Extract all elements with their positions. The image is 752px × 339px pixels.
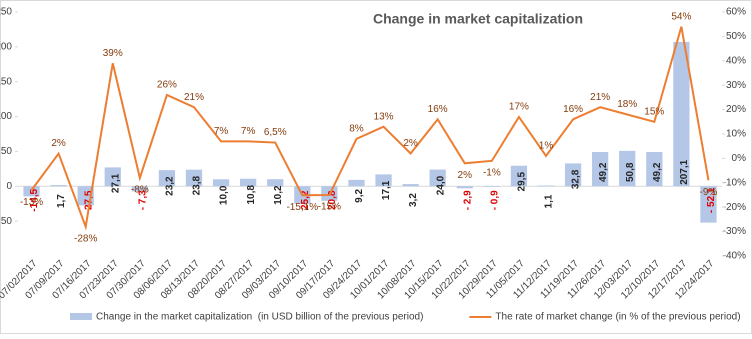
line-value-label: 54%: [671, 11, 691, 22]
line-value-label: 2%: [458, 170, 473, 181]
line-value-label: 8%: [349, 124, 364, 135]
legend-label: The rate of market change (in % of the p…: [495, 312, 740, 323]
bar-value-label: 10,2: [273, 185, 284, 205]
line-value-label: -1%: [483, 167, 501, 178]
y2-tick-label: -10%: [723, 177, 746, 188]
bar: [212, 179, 230, 187]
y2-tick-label: 20%: [726, 104, 746, 115]
line-value-label: -15,1%: [286, 202, 318, 213]
line-value-label: 39%: [103, 48, 123, 59]
bar-value-label: 1,1: [544, 194, 555, 208]
bar-value-label: 49,2: [598, 162, 609, 182]
bar: [240, 178, 257, 187]
bar: [510, 165, 528, 187]
bar-value-label: 207,1: [679, 159, 690, 184]
bar: [619, 150, 636, 187]
bar-value-label: 23,8: [192, 176, 203, 196]
bar: [50, 185, 67, 187]
line-value-label: 17%: [509, 102, 529, 113]
bar-value-label: 29,5: [517, 172, 528, 192]
y-tick-label: 0: [6, 181, 12, 192]
bar-value-label: 23,2: [165, 176, 176, 196]
line-value-label: 16%: [428, 104, 448, 115]
line-value-label: 13%: [374, 111, 394, 122]
y2-tick-label: 10%: [726, 129, 746, 140]
y-tick-label: 100: [0, 111, 12, 122]
bar-value-label: 24,0: [435, 175, 446, 195]
bar: [158, 170, 176, 187]
bar: [646, 151, 663, 187]
line-value-label: -15%: [318, 202, 341, 213]
bar: [348, 179, 365, 187]
bar: [402, 184, 419, 187]
line-value-label: 16%: [563, 104, 583, 115]
bar-value-label: - 52,1: [706, 187, 717, 213]
y2-tick-label: -30%: [723, 226, 746, 237]
legend-swatch: [70, 313, 92, 320]
line-value-label: -28%: [74, 233, 97, 244]
y-tick-label: 50: [1, 146, 13, 157]
line-value-label: 6,5%: [264, 127, 287, 138]
bar-value-label: - 0,9: [489, 190, 500, 210]
bar: [375, 174, 392, 187]
line-value-label: -13%: [20, 197, 43, 208]
line-value-label: -8%: [131, 185, 149, 196]
bar: [185, 169, 203, 187]
legend-label: Change in the market capitalization (in …: [96, 312, 423, 323]
y2-tick-label: 60%: [726, 7, 746, 18]
bar: [700, 186, 717, 223]
bar-value-label: 9,2: [354, 188, 365, 202]
line-value-label: 26%: [157, 80, 177, 91]
bar-value-label: 25,2: [300, 190, 311, 210]
bar: [23, 186, 40, 197]
y-tick-label: 150: [0, 76, 12, 87]
line-value-label: 2%: [51, 138, 66, 149]
bar: [483, 186, 500, 187]
line-value-label: 18%: [617, 99, 637, 110]
y2-tick-label: -20%: [723, 202, 746, 213]
y2-tick-label: 0%: [732, 153, 747, 164]
bar-value-label: -14,5: [29, 188, 40, 211]
bar-value-label: 10,8: [246, 185, 257, 205]
line-value-label: 1%: [539, 141, 554, 152]
line-value-label: 15%: [644, 106, 664, 117]
bar: [131, 186, 148, 192]
bar-value-label: 1,7: [56, 194, 67, 208]
bar: [104, 167, 121, 187]
line: [30, 26, 710, 231]
bar: [592, 151, 609, 187]
y2-tick-label: 40%: [726, 55, 746, 66]
y-tick-label: 200: [0, 41, 12, 52]
bar-value-label: 10,0: [219, 185, 230, 205]
line-value-label: 21%: [184, 92, 204, 103]
y-tick-label: - 50: [0, 216, 12, 227]
chart-title: Change in market capitalization: [373, 11, 583, 27]
bar-value-label: 3,2: [408, 193, 419, 207]
bar: [429, 169, 446, 187]
bar-value-label: 49,2: [652, 162, 663, 182]
bar-value-label: 20,8: [327, 190, 338, 210]
bar: [267, 179, 284, 187]
line-value-label: 2%: [403, 138, 418, 149]
bar-value-label: 27,5: [83, 190, 94, 210]
bar-value-label: 27,1: [110, 173, 121, 193]
bar-value-label: - 7,3: [137, 190, 148, 210]
line-value-label: 7%: [241, 126, 256, 137]
y2-tick-label: 50%: [726, 31, 746, 42]
bar: [456, 186, 473, 189]
bar: [673, 41, 690, 187]
y2-tick-label: -40%: [723, 251, 746, 262]
y2-tick-label: 30%: [726, 80, 746, 91]
bar: [564, 163, 582, 187]
bar: [537, 185, 555, 187]
line-value-label: 21%: [590, 92, 610, 103]
bar-value-label: 50,8: [625, 162, 636, 182]
line-value-label: 7%: [214, 126, 229, 137]
bar-value-label: 32,8: [571, 169, 582, 189]
bar-value-label: - 2,9: [462, 190, 473, 210]
y-tick-label: 250: [0, 7, 12, 18]
line-value-label: -9%: [700, 187, 718, 198]
bar-value-label: 17,1: [381, 180, 392, 200]
